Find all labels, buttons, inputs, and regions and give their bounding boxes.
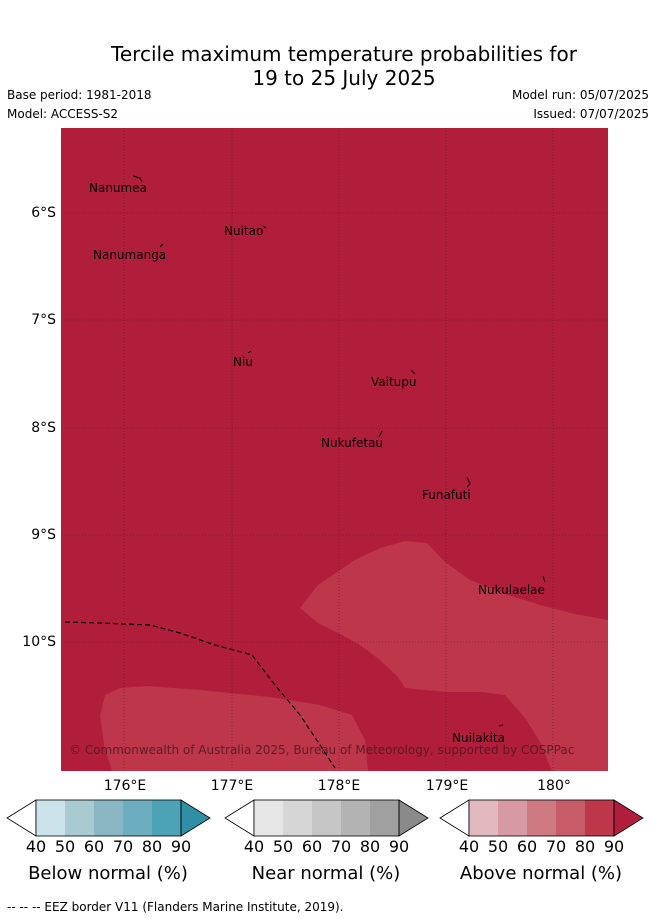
colorbar-above-segment — [527, 800, 556, 836]
colorbar-near-tick: 90 — [388, 837, 410, 856]
colorbar-near-tick: 40 — [243, 837, 265, 856]
island-label-nuilakita: Nuilakita — [452, 731, 505, 745]
island-niu — [247, 350, 252, 354]
lat-label-7s: 7°S — [31, 312, 56, 328]
colorbar-near-segment — [341, 800, 370, 836]
colorbar-near-low-extend — [224, 799, 255, 837]
lat-label-9s: 9°S — [31, 527, 56, 543]
colorbar-below-tick: 80 — [141, 837, 163, 856]
lon-label-177e: 177°E — [210, 778, 254, 794]
colorbar-above-frame — [468, 799, 615, 837]
colorbar-below-segment — [152, 800, 181, 836]
island-label-funafuti: Funafuti — [422, 488, 471, 502]
model-name: Model: ACCESS-S2 — [7, 107, 119, 121]
colorbar-below-segment — [65, 800, 94, 836]
colorbar-above-tick: 60 — [516, 837, 538, 856]
colorbars — [6, 799, 644, 837]
colorbar-below-segment — [123, 800, 152, 836]
lon-label-176e: 176°E — [103, 778, 147, 794]
colorbar-near-tick: 70 — [330, 837, 352, 856]
colorbar-near-segment — [254, 800, 283, 836]
island-vaitupu — [410, 369, 416, 375]
lon-label-179e: 179°E — [425, 778, 469, 794]
island-label-nanumanga: Nanumanga — [93, 248, 166, 262]
island-label-nukufetau: Nukufetau — [321, 436, 383, 450]
colorbar-label-above: Above normal (%) — [459, 863, 623, 884]
issued-date: Issued: 07/07/2025 — [533, 107, 649, 121]
colorbar-above-low-extend — [439, 799, 470, 837]
island-nukufetau — [378, 430, 383, 438]
lon-label-178e: 178°E — [317, 778, 361, 794]
eez-border — [64, 621, 336, 769]
island-label-nanumea: Nanumea — [89, 181, 147, 195]
colorbar-near-tick: 80 — [359, 837, 381, 856]
colorbar-above-segment — [469, 800, 498, 836]
colorbar-above-segment — [585, 800, 614, 836]
island-label-vaitupu: Vaitupu — [371, 375, 417, 389]
colorbar-near-high-extend — [398, 799, 429, 837]
island-nukulaelae — [542, 575, 546, 583]
colorbar-above-segment — [498, 800, 527, 836]
island-label-nukulaelae: Nukulaelae — [478, 583, 545, 597]
colorbar-below-tick: 70 — [112, 837, 134, 856]
colorbar-label-near: Near normal (%) — [251, 863, 401, 884]
colorbar-below-frame — [35, 799, 182, 837]
colorbar-near-segment — [312, 800, 341, 836]
colorbar-above-tick: 40 — [458, 837, 480, 856]
title-line-1: Tercile maximum temperature probabilitie… — [111, 42, 577, 66]
footnote-eez: -- -- -- EEZ border V11 (Flanders Marine… — [7, 900, 344, 914]
colorbar-near-segment — [283, 800, 312, 836]
lon-label-180: 180° — [537, 778, 571, 794]
probability-region-80-sw — [100, 686, 368, 771]
colorbar-above-segment — [556, 800, 585, 836]
colorbar-below-tick: 40 — [25, 837, 47, 856]
colorbar-below-tick: 50 — [54, 837, 76, 856]
colorbar-below-high-extend — [180, 799, 211, 837]
colorbar-near-tick: 60 — [301, 837, 323, 856]
copyright-text: © Commonwealth of Australia 2025, Bureau… — [69, 743, 574, 757]
island-funafuti — [466, 476, 471, 488]
colorbar-above-tick: 80 — [574, 837, 596, 856]
colorbar-below-tick: 90 — [170, 837, 192, 856]
base-period: Base period: 1981-2018 — [7, 88, 152, 102]
colorbar-near-tick: 50 — [272, 837, 294, 856]
colorbar-below-segment — [36, 800, 65, 836]
island-nuitao — [262, 225, 267, 229]
lat-label-6s: 6°S — [31, 205, 56, 221]
colorbar-label-below: Below normal (%) — [28, 863, 188, 884]
colorbar-near-frame — [253, 799, 400, 837]
island-label-niu: Niu — [233, 355, 253, 369]
colorbar-below-tick: 60 — [83, 837, 105, 856]
lat-label-8s: 8°S — [31, 420, 56, 436]
colorbar-near-segment — [370, 800, 399, 836]
probability-region-80 — [300, 541, 608, 771]
map-gridlines — [61, 128, 608, 771]
colorbar-above-tick: 90 — [603, 837, 625, 856]
island-nuilakita — [498, 724, 504, 727]
island-nanumea — [132, 175, 143, 183]
lat-label-10s: 10°S — [22, 634, 56, 650]
island-label-nuitao: Nuitao — [224, 224, 263, 238]
colorbar-above-tick: 70 — [545, 837, 567, 856]
title-line-2: 19 to 25 July 2025 — [252, 66, 436, 90]
island-nanumanga — [159, 243, 164, 248]
model-run: Model run: 05/07/2025 — [511, 88, 649, 102]
colorbar-below-low-extend — [6, 799, 37, 837]
island-shapes — [132, 175, 546, 727]
colorbar-below-segment — [94, 800, 123, 836]
colorbar-above-high-extend — [613, 799, 644, 837]
colorbar-above-tick: 50 — [487, 837, 509, 856]
